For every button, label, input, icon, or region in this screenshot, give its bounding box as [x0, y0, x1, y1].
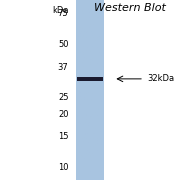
Text: 32kDa: 32kDa [148, 74, 175, 83]
Text: 20: 20 [58, 110, 68, 119]
Text: 37: 37 [58, 63, 68, 72]
Text: 25: 25 [58, 93, 68, 102]
Text: 10: 10 [58, 163, 68, 172]
Text: kDa: kDa [52, 6, 68, 15]
Text: Western Blot: Western Blot [94, 3, 166, 13]
Text: 15: 15 [58, 132, 68, 141]
Text: 50: 50 [58, 40, 68, 49]
Bar [76, 77, 104, 81]
Text: 75: 75 [58, 9, 68, 18]
